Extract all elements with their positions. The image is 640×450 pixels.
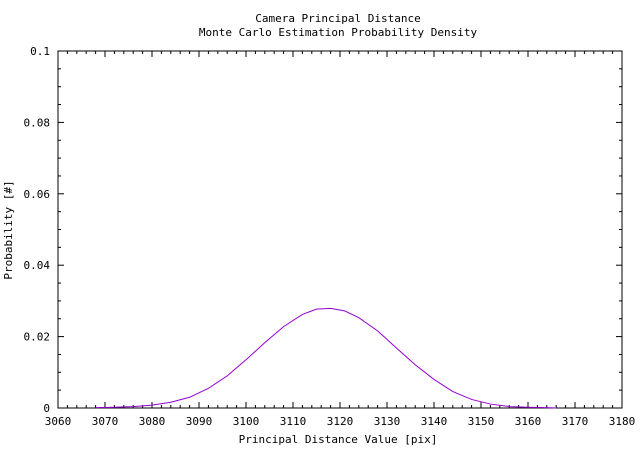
x-tick-label: 3080 — [139, 415, 166, 428]
x-tick-label: 3110 — [280, 415, 307, 428]
y-tick-label: 0.02 — [24, 331, 51, 344]
y-axis-label: Probability [#] — [2, 180, 15, 279]
series-line — [95, 307, 557, 409]
y-tick-label: 0.06 — [24, 188, 51, 201]
x-tick-label: 3170 — [562, 415, 589, 428]
x-tick-label: 3160 — [515, 415, 542, 428]
y-tick-label: 0.08 — [24, 116, 51, 129]
x-tick-label: 3100 — [233, 415, 260, 428]
plot-frame — [57, 50, 623, 409]
chart-subtitle: Monte Carlo Estimation Probability Densi… — [199, 26, 478, 39]
x-tick-label: 3130 — [374, 415, 401, 428]
x-tick-label: 3090 — [186, 415, 213, 428]
x-tick-label: 3150 — [468, 415, 495, 428]
x-tick-label: 3060 — [45, 415, 72, 428]
x-axis-label: Principal Distance Value [pix] — [239, 433, 438, 446]
x-tick-label: 3180 — [609, 415, 636, 428]
x-tick-label: 3070 — [92, 415, 119, 428]
chart-title: Camera Principal Distance — [255, 12, 421, 25]
y-tick-label: 0 — [43, 402, 50, 415]
x-tick-label: 3140 — [421, 415, 448, 428]
y-tick-label: 0.04 — [24, 259, 51, 272]
x-tick-label: 3120 — [327, 415, 354, 428]
series-layer — [95, 307, 557, 409]
y-tick-label: 0.1 — [30, 45, 50, 58]
x-axis-ticks: 3060 3070 3080 3090 3100 3110 3120 3130 3140 3150… — [45, 51, 636, 428]
y-axis-ticks: 0 0.02 0.04 0.06 0.08 0.1 — [24, 45, 622, 415]
